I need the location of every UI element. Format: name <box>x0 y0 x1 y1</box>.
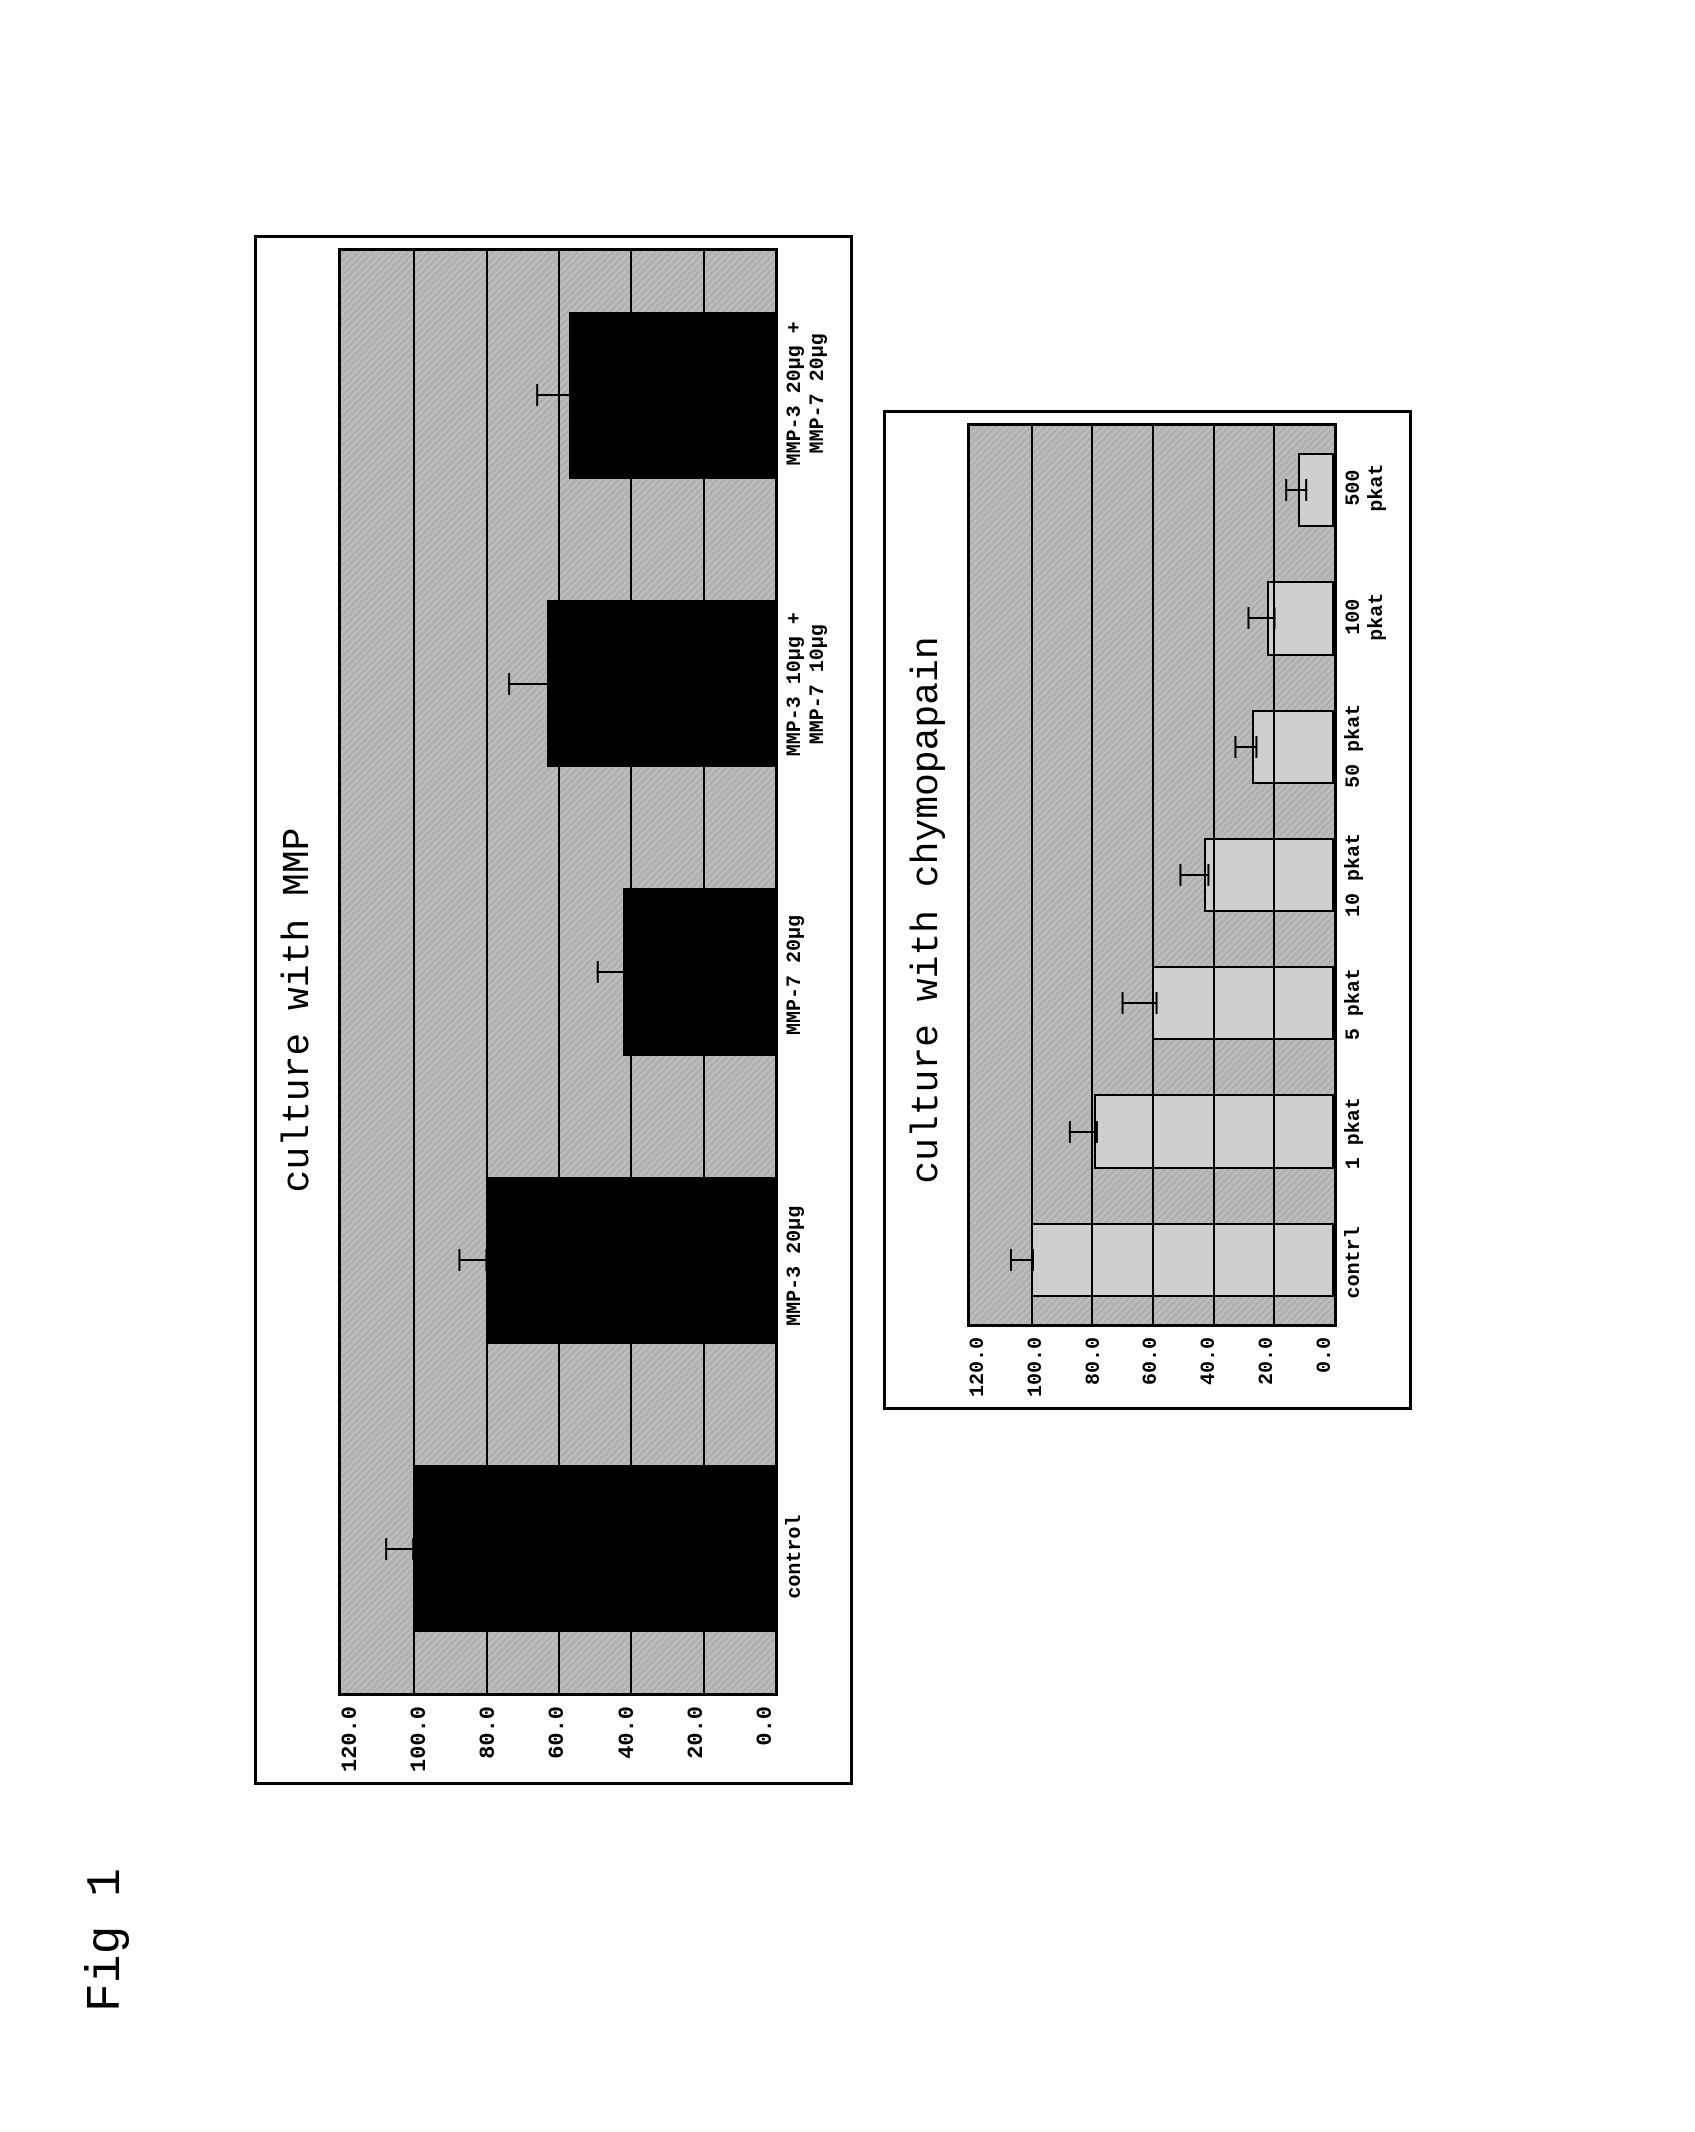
page-rotated-container: culture with MMP 120.0 100.0 80.0 60.0 40.0 2… <box>254 10 1442 2010</box>
figure-label: Fig 1 <box>80 1868 134 2012</box>
chart-a-y-axis: 120.0 100.0 80.0 60.0 40.0 20.0 0.0 <box>338 1696 778 1772</box>
gridline <box>1152 426 1154 1324</box>
y-tick-label: 80.0 <box>476 1706 501 1759</box>
y-tick-label: 60.0 <box>545 1706 570 1759</box>
y-tick-label: 20.0 <box>1256 1337 1279 1385</box>
bar <box>413 1465 775 1632</box>
chart-a-title: culture with MMP <box>277 248 320 1772</box>
gridline <box>1273 426 1275 1324</box>
y-tick-label: 60.0 <box>1140 1337 1163 1385</box>
x-tick-label: MMP-7 20μg <box>784 830 830 1121</box>
x-tick-label: 500 pkat <box>1343 423 1389 552</box>
gridline <box>1091 426 1093 1324</box>
x-tick-label: contrl <box>1343 1198 1389 1327</box>
x-tick-label: MMP-3 10μg + MMP-7 10μg <box>784 539 830 830</box>
gridline <box>558 251 560 1693</box>
error-bar <box>1247 617 1276 619</box>
x-tick-label: 10 pkat <box>1343 810 1389 939</box>
y-tick-label: 20.0 <box>683 1706 708 1759</box>
x-tick-label: 5 pkat <box>1343 940 1389 1069</box>
gridline <box>1212 426 1214 1324</box>
gridline <box>413 251 415 1693</box>
bar <box>1203 838 1333 912</box>
bar <box>1152 966 1334 1040</box>
gridline <box>702 251 704 1693</box>
gridline <box>630 251 632 1693</box>
error-bar <box>1009 1259 1033 1261</box>
chart-chymopapain-panel: culture with chymopapain 120.0 100.0 80.0 6… <box>883 410 1412 1410</box>
x-tick-label: control <box>784 1411 830 1702</box>
y-tick-label: 40.0 <box>1198 1337 1221 1385</box>
chart-b-title: culture with chymopapain <box>906 423 949 1397</box>
gridline <box>485 251 487 1693</box>
bar <box>623 888 775 1055</box>
error-bar <box>385 1548 414 1550</box>
x-tick-label: MMP-3 20μg <box>784 1120 830 1411</box>
bar <box>547 600 775 767</box>
error-bar <box>535 394 571 396</box>
x-tick-label: 100 pkat <box>1343 552 1389 681</box>
bar <box>1297 453 1333 527</box>
y-tick-label: 100.0 <box>1024 1337 1047 1397</box>
error-bar <box>1234 746 1257 748</box>
x-tick-label: 1 pkat <box>1343 1069 1389 1198</box>
gridline <box>1030 426 1032 1324</box>
y-tick-label: 120.0 <box>338 1706 363 1772</box>
error-bar <box>1179 874 1208 876</box>
chart-a-x-axis: controlMMP-3 20μgMMP-7 20μgMMP-3 10μg + … <box>784 248 830 1702</box>
error-bar <box>507 683 550 685</box>
error-bar <box>1285 489 1307 491</box>
y-tick-label: 80.0 <box>1082 1337 1105 1385</box>
chart-b-y-axis: 120.0 100.0 80.0 60.0 40.0 20.0 0.0 <box>967 1327 1337 1397</box>
bar <box>1030 1223 1333 1297</box>
x-tick-label: MMP-3 20μg + MMP-7 20μg <box>784 248 830 539</box>
error-bar <box>596 971 625 973</box>
error-bar <box>458 1259 487 1261</box>
bar <box>1252 710 1334 784</box>
chart-b-x-axis: contrl1 pkat5 pkat10 pkat50 pkat100 pkat… <box>1343 423 1389 1327</box>
y-tick-label: 0.0 <box>752 1706 777 1746</box>
y-tick-label: 40.0 <box>614 1706 639 1759</box>
chart-mmp-panel: culture with MMP 120.0 100.0 80.0 60.0 40.0 2… <box>254 235 853 1785</box>
chart-a-plot-area <box>338 248 778 1696</box>
x-tick-label: 50 pkat <box>1343 681 1389 810</box>
y-tick-label: 120.0 <box>967 1337 990 1397</box>
y-tick-label: 0.0 <box>1313 1337 1336 1373</box>
chart-b-plot-area <box>967 423 1337 1327</box>
bar <box>568 312 774 479</box>
y-tick-label: 100.0 <box>407 1706 432 1772</box>
bar <box>1267 581 1334 655</box>
